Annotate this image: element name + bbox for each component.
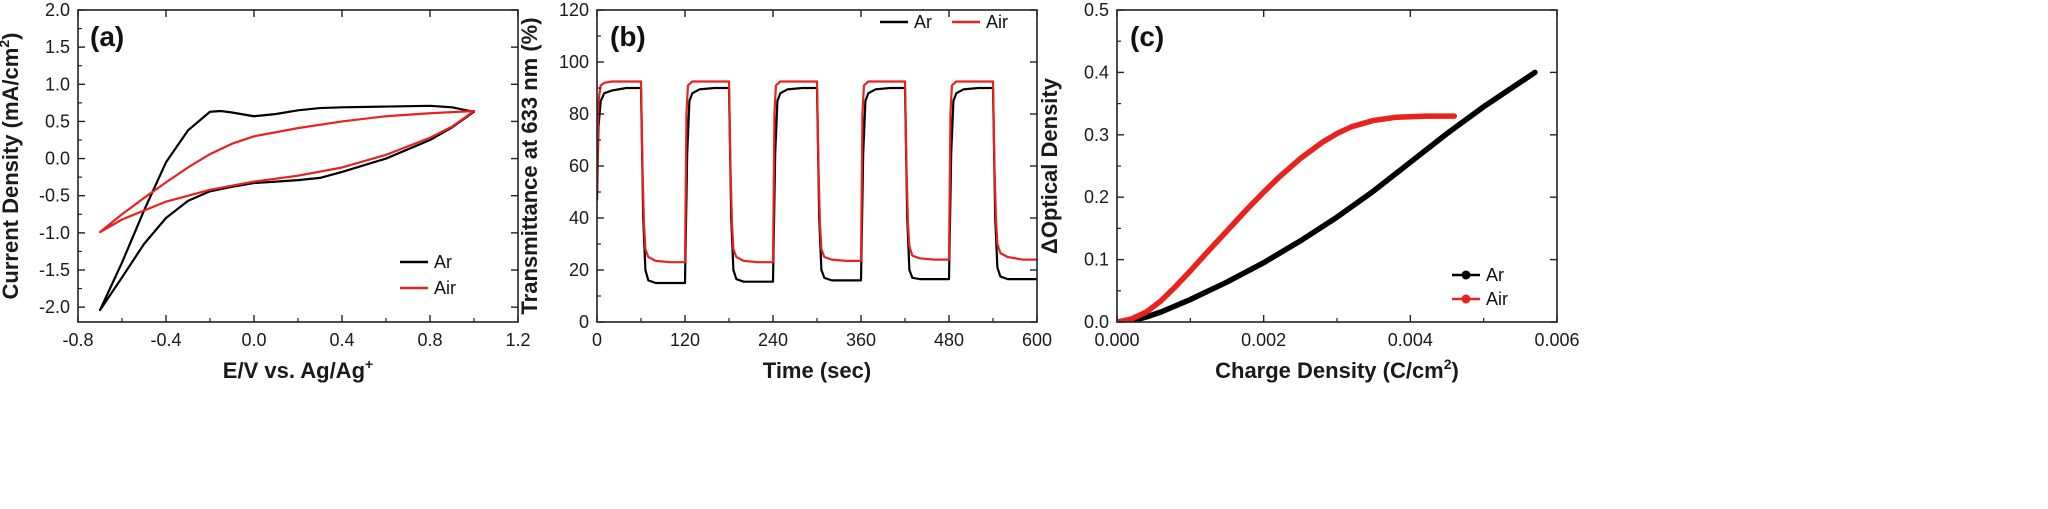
panel-label: (b) <box>610 21 646 52</box>
panel-label: (a) <box>90 21 124 52</box>
legend-marker-ar <box>1461 270 1471 280</box>
y-tick-label: 1.5 <box>45 37 70 57</box>
legend-marker-air <box>1461 294 1471 304</box>
x-tick-label: 0.004 <box>1388 330 1433 350</box>
x-tick-label: 0.8 <box>417 330 442 350</box>
y-tick-label: 60 <box>569 156 589 176</box>
y-tick-label: 20 <box>569 260 589 280</box>
y-tick-label: -2.0 <box>39 297 70 317</box>
y-tick-label: -0.5 <box>39 186 70 206</box>
x-tick-label: 240 <box>758 330 788 350</box>
legend-label-ar: Ar <box>914 12 932 32</box>
x-tick-label: 600 <box>1022 330 1052 350</box>
x-tick-label: 480 <box>934 330 964 350</box>
y-axis-label-sup: 2 <box>0 40 12 48</box>
y-axis-label: Transmittance at 633 nm (%) <box>517 17 542 314</box>
y-tick-label: 0.0 <box>45 149 70 169</box>
x-axis-label-sup: + <box>365 356 373 372</box>
series-line-air <box>1117 113 1458 322</box>
panel-b: 0 120 240 360 480 600 0 20 40 60 80 100 120 Time (sec… <box>517 0 1052 383</box>
y-tick-label: 120 <box>559 0 589 20</box>
x-axis-label: Time (sec) <box>763 358 871 383</box>
plot-frame <box>596 9 1038 323</box>
legend-label-air: Air <box>1486 289 1508 309</box>
y-tick-label: 0.2 <box>1084 187 1109 207</box>
y-tick-label: 1.0 <box>45 74 70 94</box>
y-tick-label: 0.4 <box>1084 62 1109 82</box>
x-tick-label: 0.006 <box>1534 330 1579 350</box>
legend: Ar Air <box>1452 265 1508 309</box>
panel-a: -0.8 -0.4 0.0 0.4 0.8 1.2 -2.0 -1.5 -1.0 -0.5 0.0 0… <box>0 0 531 383</box>
x-tick-label: 360 <box>846 330 876 350</box>
y-tick-label: 0.3 <box>1084 125 1109 145</box>
legend-label-air: Air <box>986 12 1008 32</box>
plot-frame <box>77 9 519 323</box>
y-tick-label: 0.1 <box>1084 250 1109 270</box>
y-tick-label: 100 <box>559 52 589 72</box>
y-axis-label-main: ΔOptical Density <box>1037 77 1062 254</box>
panel-label: (c) <box>1130 21 1164 52</box>
x-axis-label-main: E/V vs. Ag/Ag <box>223 358 365 383</box>
y-tick-label: 0 <box>579 312 589 332</box>
panel-c: 0.000 0.002 0.004 0.006 0.0 0.1 0.2 0.3 0.4 0.5 Ch… <box>1037 0 1580 383</box>
x-axis-label: Charge Density (C/cm2) <box>1215 356 1459 383</box>
y-tick-label: 2.0 <box>45 0 70 20</box>
legend-label-ar: Ar <box>434 252 452 272</box>
x-tick-label: 0 <box>592 330 602 350</box>
y-tick-label: 0.5 <box>1084 0 1109 20</box>
x-tick-label: 0.002 <box>1241 330 1286 350</box>
y-axis-label-main: Transmittance at 633 nm (%) <box>517 17 542 314</box>
y-axis-label: Current Density (mA/cm2) <box>0 33 23 300</box>
x-tick-label: 0.4 <box>329 330 354 350</box>
series-line-air <box>98 109 476 234</box>
y-axis-label-main: Current Density (mA/cm <box>0 48 23 300</box>
y-tick-label: 0.5 <box>45 111 70 131</box>
y-axis-label: ΔOptical Density <box>1037 77 1062 254</box>
legend: Ar Air <box>400 252 456 298</box>
series-line-ar <box>1117 69 1538 322</box>
y-tick-label: 0.0 <box>1084 312 1109 332</box>
x-axis-label-end: ) <box>1452 358 1459 383</box>
legend: Ar Air <box>880 12 1008 32</box>
y-tick-label: -1.0 <box>39 223 70 243</box>
x-axis-label-main: Time (sec) <box>763 358 871 383</box>
x-tick-label: -0.4 <box>150 330 181 350</box>
y-axis-label-end: ) <box>0 33 23 40</box>
y-tick-label: -1.5 <box>39 260 70 280</box>
x-tick-label: 1.2 <box>505 330 530 350</box>
series-line-ar <box>98 104 476 312</box>
y-tick-label: 40 <box>569 208 589 228</box>
x-tick-label: 120 <box>670 330 700 350</box>
y-tick-label: 80 <box>569 104 589 124</box>
series-line-air <box>597 80 1037 264</box>
legend-label-air: Air <box>434 278 456 298</box>
legend-label-ar: Ar <box>1486 265 1504 285</box>
x-axis-label-sup: 2 <box>1444 356 1452 372</box>
x-axis-label: E/V vs. Ag/Ag+ <box>223 356 373 383</box>
x-tick-label: -0.8 <box>62 330 93 350</box>
x-axis-label-main: Charge Density (C/cm <box>1215 358 1444 383</box>
x-tick-label: 0.000 <box>1094 330 1139 350</box>
x-tick-label: 0.0 <box>241 330 266 350</box>
